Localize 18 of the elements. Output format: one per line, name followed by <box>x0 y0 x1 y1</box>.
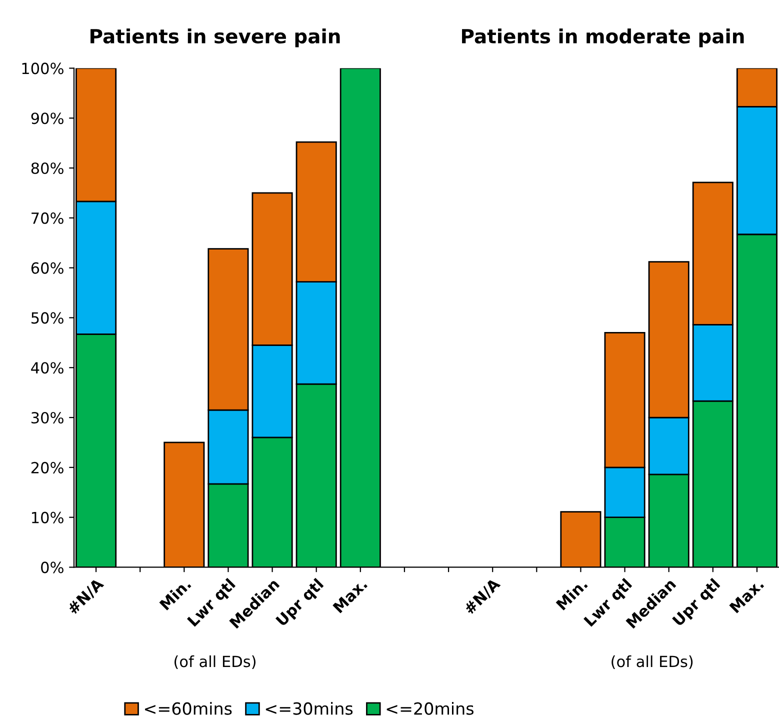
y-tick-label: 90% <box>31 112 64 124</box>
y-tick-label: 30% <box>31 412 64 424</box>
text: Patients in severe pain <box>90 28 340 48</box>
y-tick-label: 0% <box>41 562 64 574</box>
text: (of all EDs) <box>612 655 693 670</box>
y-tick-label: 10% <box>32 512 64 524</box>
text: (of all EDs) <box>174 655 256 670</box>
y-tick-label: 40% <box>31 362 64 374</box>
legend-label: <=30mins <box>266 702 353 715</box>
y-tick-label: 80% <box>31 162 64 174</box>
text: Patients in moderate pain <box>462 28 744 48</box>
y-tick-label: 60% <box>31 262 64 274</box>
y-tick-label: 50% <box>32 312 64 324</box>
legend-label: <=20mins <box>386 702 474 715</box>
y-tick-label: 70% <box>32 212 64 224</box>
y-tick-label: 100% <box>22 62 64 74</box>
y-tick-label: 20% <box>31 462 64 474</box>
legend-label: <=60mins <box>144 702 232 715</box>
